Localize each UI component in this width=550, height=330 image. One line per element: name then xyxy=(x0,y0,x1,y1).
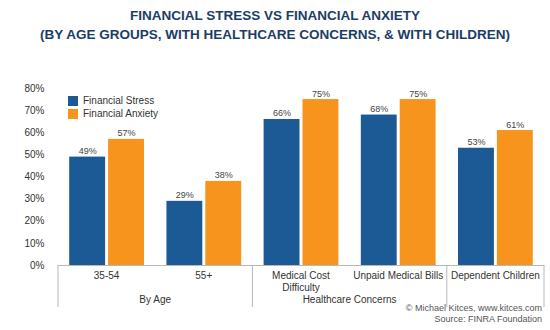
svg-text:Dependent Children: Dependent Children xyxy=(451,270,540,281)
html-text:Financial Anxiety: Financial Anxiety xyxy=(83,108,158,119)
svg-text:55+: 55+ xyxy=(195,270,212,281)
svg-text:49%: 49% xyxy=(79,146,97,156)
svg-text:Unpaid Medical Bills: Unpaid Medical Bills xyxy=(353,270,443,281)
svg-text:75%: 75% xyxy=(409,89,427,99)
svg-text:40%: 40% xyxy=(24,171,44,182)
svg-text:68%: 68% xyxy=(370,104,388,114)
svg-text:38%: 38% xyxy=(215,170,233,180)
svg-text:Healthcare Concerns: Healthcare Concerns xyxy=(303,294,397,305)
svg-text:70%: 70% xyxy=(24,105,44,116)
svg-text:Medical CostDifficulty: Medical CostDifficulty xyxy=(272,270,330,293)
html-text:FINANCIAL STRESS VS FINANCIAL: FINANCIAL STRESS VS FINANCIAL ANXIETY xyxy=(130,8,420,23)
svg-text:80%: 80% xyxy=(24,83,44,94)
svg-text:20%: 20% xyxy=(24,215,44,226)
html-text:(BY AGE GROUPS, WITH HEALTHCAR: (BY AGE GROUPS, WITH HEALTHCARE CONCERNS… xyxy=(40,27,510,42)
svg-text:10%: 10% xyxy=(24,238,44,249)
svg-text:By Age: By Age xyxy=(139,294,171,305)
svg-text:75%: 75% xyxy=(312,89,330,99)
svg-text:30%: 30% xyxy=(24,193,44,204)
svg-text:29%: 29% xyxy=(176,190,194,200)
svg-text:61%: 61% xyxy=(506,120,524,130)
svg-text:60%: 60% xyxy=(24,127,44,138)
html-text:Financial Stress: Financial Stress xyxy=(83,95,155,106)
html-text:© Michael Kitces, www.kitces.c: © Michael Kitces, www.kitces.com xyxy=(405,303,542,313)
svg-text:57%: 57% xyxy=(118,128,136,138)
svg-text:53%: 53% xyxy=(467,137,485,147)
html-text:Source: FINRA Foundation: Source: FINRA Foundation xyxy=(434,314,542,324)
svg-text:66%: 66% xyxy=(273,108,291,118)
svg-text:0%: 0% xyxy=(30,260,45,271)
svg-text:35-54: 35-54 xyxy=(94,270,120,281)
svg-text:50%: 50% xyxy=(24,149,44,160)
